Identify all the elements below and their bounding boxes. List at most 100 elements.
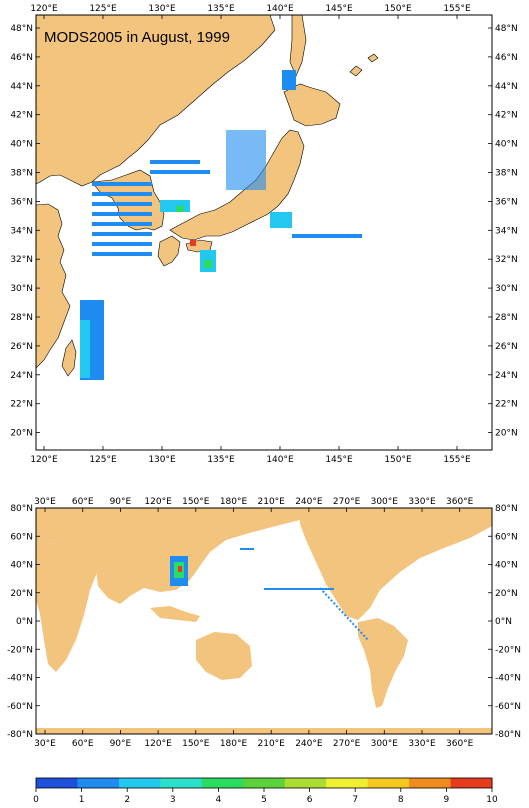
- obs-cell: [150, 170, 210, 174]
- honshu: [169, 129, 305, 241]
- lon-tick-label: 360°E: [446, 739, 474, 749]
- lon-tick-label: 90°E: [110, 497, 132, 507]
- lon-tick-label: 60°E: [72, 497, 94, 507]
- lon-tick-label: 120°E: [144, 497, 172, 507]
- eurasia: [36, 508, 300, 604]
- kuril-island-2: [367, 53, 379, 63]
- lon-tick-label: 150°E: [384, 455, 412, 465]
- lon-tick-label: 210°E: [258, 497, 286, 507]
- lat-tick-label: -40°N: [495, 674, 521, 684]
- lat-tick-label: 60°N: [495, 532, 518, 542]
- lat-tick-label: 40°N: [10, 561, 33, 571]
- lon-tick-label: 150°E: [182, 739, 210, 749]
- global-map-land: [36, 508, 492, 734]
- sakhalin: [289, 14, 307, 77]
- lon-tick-label: 150°E: [384, 4, 412, 14]
- obs-cell: [92, 202, 152, 206]
- lat-tick-label: 40°N: [495, 140, 518, 150]
- australia: [196, 632, 252, 680]
- kuril-island-1: [349, 65, 363, 77]
- colorbar-segment: [118, 778, 161, 788]
- obs-cell: [240, 548, 254, 550]
- south-america: [358, 618, 408, 708]
- obs-cell: [178, 566, 182, 572]
- colorbar-tick-label: 10: [486, 795, 498, 805]
- lon-tick-label: 330°E: [408, 497, 436, 507]
- lon-tick-label: 155°E: [443, 455, 471, 465]
- colorbar: 0 1 2 3 4 5 6 7 8 9 10: [33, 777, 498, 805]
- obs-cell: [92, 252, 152, 256]
- lon-tick-label: 180°E: [220, 739, 248, 749]
- lat-tick-label: 46°N: [10, 53, 33, 63]
- obs-cell: [80, 320, 90, 378]
- lat-tick-label: 20°N: [10, 589, 33, 599]
- obs-cell: [292, 234, 362, 238]
- lon-tick-label: 60°E: [72, 739, 94, 749]
- greenland: [400, 508, 452, 542]
- lon-tick-label: 330°E: [408, 739, 436, 749]
- map-title: MODS2005 in August, 1999: [44, 29, 230, 46]
- lat-tick-label: 32°N: [495, 255, 518, 265]
- colorbar-tick-label: 3: [170, 795, 176, 805]
- asia-mainland: [35, 14, 276, 187]
- lon-tick-label: 130°E: [148, 4, 176, 14]
- global-observation-cells: [170, 548, 369, 641]
- lon-tick-label: 135°E: [207, 4, 235, 14]
- lon-tick-label: 140°E: [266, 4, 294, 14]
- lat-tick-label: -60°N: [7, 702, 33, 712]
- obs-cell: [160, 200, 190, 212]
- lat-tick-label: 24°N: [495, 371, 518, 381]
- colorbar-tick-label: 2: [124, 795, 130, 805]
- lat-tick-label: -20°N: [495, 645, 521, 655]
- colorbar-labels: 0 1 2 3 4 5 6 7 8 9 10: [33, 788, 498, 805]
- obs-cell: [92, 232, 152, 236]
- lon-tick-label: 180°E: [220, 497, 248, 507]
- lat-tick-label: 48°N: [495, 24, 518, 34]
- lat-tick-label: 20°N: [10, 429, 33, 439]
- lat-tick-label: 38°N: [10, 169, 33, 179]
- lon-tick-label: 240°E: [295, 739, 323, 749]
- lon-tick-label: 155°E: [443, 4, 471, 14]
- lat-tick-label: 30°N: [10, 284, 33, 294]
- colorbar-segment: [201, 778, 244, 788]
- lat-tick-label: 48°N: [10, 24, 33, 34]
- colorbar-tick-label: 1: [79, 795, 85, 805]
- lat-tick-label: 40°N: [495, 561, 518, 571]
- regional-map: MODS2005 in August, 1999 120°E 120°E 125°E…: [10, 4, 517, 465]
- obs-cell: [92, 212, 152, 216]
- lat-tick-label: 38°N: [495, 169, 518, 179]
- colorbar-tick-label: 9: [444, 795, 450, 805]
- lat-tick-label: 44°N: [10, 82, 33, 92]
- lon-tick-label: 130°E: [148, 455, 176, 465]
- lon-tick-label: 30°E: [34, 739, 56, 749]
- lat-tick-label: 60°N: [10, 532, 33, 542]
- colorbar-segments: [36, 778, 493, 788]
- obs-cell: [92, 242, 152, 246]
- lon-tick-label: 135°E: [207, 455, 235, 465]
- lat-tick-label: 22°N: [10, 400, 33, 410]
- lat-tick-label: 22°N: [495, 400, 518, 410]
- lon-tick-label: 240°E: [295, 497, 323, 507]
- colorbar-segment: [367, 778, 410, 788]
- lat-tick-label: 0°N: [495, 617, 512, 627]
- colorbar-tick-label: 5: [261, 795, 267, 805]
- lon-tick-label: 125°E: [89, 455, 117, 465]
- lat-tick-label: 34°N: [495, 226, 518, 236]
- obs-cell: [226, 130, 266, 190]
- japan-small: [188, 552, 198, 574]
- observation-cells: [80, 70, 362, 380]
- obs-cell: [190, 240, 196, 246]
- lon-tick-label: 125°E: [89, 4, 117, 14]
- obs-cell: [92, 222, 152, 226]
- lat-tick-label: 26°N: [10, 342, 33, 352]
- regional-map-axes: 120°E 120°E 125°E 125°E 130°E 130°E 135°E 135°E…: [10, 4, 517, 465]
- regional-map-frame: [35, 14, 493, 451]
- lat-tick-label: 36°N: [10, 197, 33, 207]
- lat-tick-label: 44°N: [495, 82, 518, 92]
- lat-tick-label: 26°N: [495, 342, 518, 352]
- lon-tick-label: 300°E: [371, 497, 399, 507]
- lat-tick-label: 40°N: [10, 140, 33, 150]
- colorbar-segment: [243, 778, 286, 788]
- colorbar-segment: [409, 778, 452, 788]
- antarctica: [36, 728, 492, 734]
